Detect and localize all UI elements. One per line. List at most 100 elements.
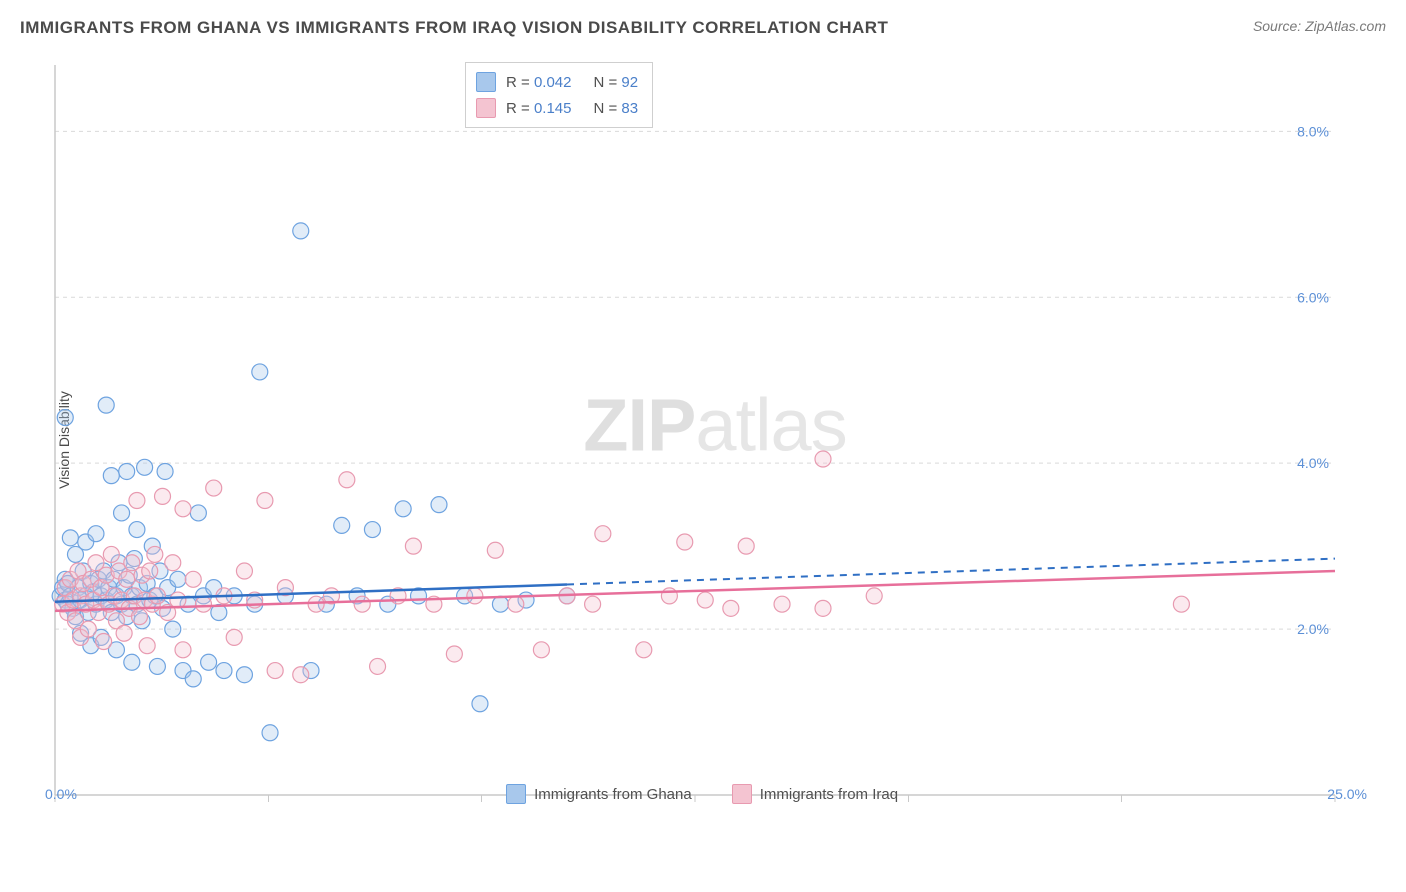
legend-swatch bbox=[732, 784, 752, 804]
data-point bbox=[467, 588, 483, 604]
data-point bbox=[119, 463, 135, 479]
data-point bbox=[252, 364, 268, 380]
data-point bbox=[175, 642, 191, 658]
data-point bbox=[370, 658, 386, 674]
data-point bbox=[339, 472, 355, 488]
data-point bbox=[131, 609, 147, 625]
data-point bbox=[293, 667, 309, 683]
data-point bbox=[137, 459, 153, 475]
data-point bbox=[395, 501, 411, 517]
legend-r-label: R = 0.042 bbox=[506, 74, 571, 91]
data-point bbox=[57, 410, 73, 426]
data-point bbox=[815, 600, 831, 616]
data-point bbox=[723, 600, 739, 616]
svg-text:2.0%: 2.0% bbox=[1297, 621, 1329, 637]
data-point bbox=[155, 488, 171, 504]
data-point bbox=[446, 646, 462, 662]
data-point bbox=[236, 563, 252, 579]
data-point bbox=[96, 634, 112, 650]
data-point bbox=[636, 642, 652, 658]
data-point bbox=[533, 642, 549, 658]
stats-legend: R = 0.042 N = 92 R = 0.145 N = 83 bbox=[465, 62, 653, 128]
data-point bbox=[585, 596, 601, 612]
series-legend: Immigrants from Ghana Immigrants from Ira… bbox=[506, 784, 898, 804]
data-point bbox=[149, 658, 165, 674]
legend-swatch bbox=[476, 98, 496, 118]
svg-text:6.0%: 6.0% bbox=[1297, 289, 1329, 305]
data-point bbox=[147, 546, 163, 562]
data-point bbox=[472, 696, 488, 712]
data-point bbox=[103, 468, 119, 484]
data-point bbox=[866, 588, 882, 604]
data-point bbox=[257, 493, 273, 509]
data-point bbox=[236, 667, 252, 683]
data-point bbox=[80, 621, 96, 637]
page-title: IMMIGRANTS FROM GHANA VS IMMIGRANTS FROM… bbox=[20, 18, 888, 38]
data-point bbox=[738, 538, 754, 554]
legend-r-label: R = 0.145 bbox=[506, 100, 571, 117]
data-point bbox=[103, 546, 119, 562]
data-point bbox=[129, 493, 145, 509]
series-label: Immigrants from Ghana bbox=[534, 786, 692, 803]
scatter-plot: 2.0% 4.0% 6.0% 8.0% bbox=[45, 60, 1385, 820]
data-point bbox=[405, 538, 421, 554]
legend-swatch bbox=[506, 784, 526, 804]
data-point bbox=[334, 517, 350, 533]
data-point bbox=[88, 526, 104, 542]
data-point bbox=[774, 596, 790, 612]
data-point bbox=[226, 629, 242, 645]
svg-text:8.0%: 8.0% bbox=[1297, 123, 1329, 139]
legend-n-label: N = 83 bbox=[593, 100, 638, 117]
data-point bbox=[142, 563, 158, 579]
x-axis-max-label: 25.0% bbox=[1327, 786, 1367, 802]
data-point bbox=[185, 571, 201, 587]
data-point bbox=[293, 223, 309, 239]
data-point bbox=[431, 497, 447, 513]
data-point bbox=[354, 596, 370, 612]
stats-legend-row: R = 0.042 N = 92 bbox=[476, 69, 638, 95]
data-point bbox=[149, 588, 165, 604]
data-point bbox=[364, 522, 380, 538]
data-point bbox=[165, 621, 181, 637]
series-label: Immigrants from Iraq bbox=[760, 786, 898, 803]
data-point bbox=[190, 505, 206, 521]
source-credit: Source: ZipAtlas.com bbox=[1253, 18, 1386, 34]
data-point bbox=[185, 671, 201, 687]
data-point bbox=[124, 654, 140, 670]
data-point bbox=[201, 654, 217, 670]
legend-n-label: N = 92 bbox=[593, 74, 638, 91]
data-point bbox=[116, 625, 132, 641]
data-point bbox=[62, 530, 78, 546]
data-point bbox=[595, 526, 611, 542]
data-point bbox=[157, 463, 173, 479]
data-point bbox=[216, 663, 232, 679]
legend-swatch bbox=[476, 72, 496, 92]
series-legend-item: Immigrants from Iraq bbox=[732, 784, 898, 804]
data-point bbox=[308, 596, 324, 612]
data-point bbox=[492, 596, 508, 612]
trend-line-extrapolated bbox=[567, 559, 1335, 585]
series-legend-item: Immigrants from Ghana bbox=[506, 784, 692, 804]
svg-text:4.0%: 4.0% bbox=[1297, 455, 1329, 471]
data-point bbox=[206, 480, 222, 496]
data-point bbox=[1173, 596, 1189, 612]
chart-area: Vision Disability ZIPatlas 2.0%4.0%6.0%8… bbox=[45, 60, 1385, 820]
data-point bbox=[175, 501, 191, 517]
data-point bbox=[165, 555, 181, 571]
data-point bbox=[139, 638, 155, 654]
data-point bbox=[677, 534, 693, 550]
stats-legend-row: R = 0.145 N = 83 bbox=[476, 95, 638, 121]
data-point bbox=[508, 596, 524, 612]
data-point bbox=[267, 663, 283, 679]
data-point bbox=[170, 571, 186, 587]
data-point bbox=[697, 592, 713, 608]
data-point bbox=[119, 571, 135, 587]
data-point bbox=[114, 505, 130, 521]
data-point bbox=[262, 725, 278, 741]
data-point bbox=[815, 451, 831, 467]
data-point bbox=[98, 397, 114, 413]
x-axis-min-label: 0.0% bbox=[45, 786, 77, 802]
data-point bbox=[487, 542, 503, 558]
data-point bbox=[195, 596, 211, 612]
data-point bbox=[129, 522, 145, 538]
